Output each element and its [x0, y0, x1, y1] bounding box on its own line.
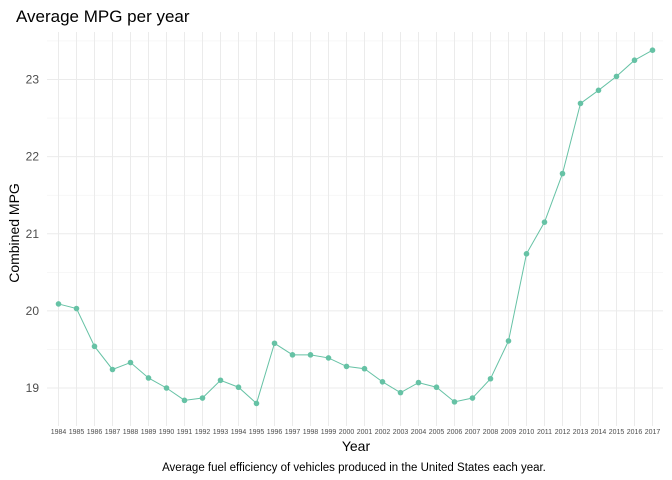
- data-point: [307, 352, 314, 358]
- data-point: [199, 395, 206, 401]
- data-points: [55, 47, 656, 407]
- data-point: [235, 384, 242, 391]
- data-point: [325, 355, 332, 361]
- x-tick-label: 2013: [573, 429, 589, 436]
- x-tick-label: 2012: [555, 429, 571, 436]
- chart-title: Average MPG per year: [16, 7, 190, 26]
- data-point: [343, 363, 350, 370]
- data-point: [289, 352, 296, 358]
- x-tick-label: 1996: [267, 429, 283, 436]
- y-tick-label: 20: [26, 304, 40, 318]
- data-point: [55, 301, 62, 307]
- x-tick-label: 2009: [501, 429, 517, 436]
- y-tick-label: 19: [26, 381, 40, 395]
- x-tick-label: 1999: [321, 429, 337, 436]
- grid-lines: [47, 32, 663, 426]
- data-point: [361, 365, 368, 372]
- data-point: [487, 375, 494, 382]
- x-tick-label: 1984: [51, 429, 67, 436]
- x-tick-label: 1993: [213, 429, 229, 436]
- x-tick-label: 2016: [627, 429, 643, 436]
- data-point: [451, 399, 458, 405]
- data-point: [379, 379, 386, 385]
- x-tick-label: 1985: [69, 429, 85, 436]
- x-tick-label: 2017: [645, 429, 661, 436]
- y-axis-title: Combined MPG: [6, 183, 22, 283]
- x-tick-label: 2011: [537, 429, 552, 436]
- data-point: [163, 385, 170, 391]
- series-line: [58, 49, 653, 405]
- data-point: [415, 379, 422, 386]
- data-point: [523, 251, 530, 257]
- y-tick-label: 23: [26, 73, 40, 87]
- x-tick-label: 2007: [465, 429, 481, 436]
- x-tick-label: 1987: [105, 429, 121, 436]
- x-tick-label: 2010: [519, 429, 535, 436]
- data-point: [127, 359, 134, 366]
- y-axis-ticks: 19 20 21 22 23: [26, 73, 40, 396]
- x-tick-label: 1989: [141, 429, 157, 436]
- data-point: [73, 305, 80, 312]
- data-point: [217, 377, 224, 384]
- x-tick-label: 2014: [591, 429, 607, 436]
- x-tick-label: 2015: [609, 429, 625, 436]
- data-point: [91, 343, 98, 350]
- x-tick-label: 2001: [357, 429, 373, 436]
- data-point: [145, 375, 152, 381]
- data-point: [433, 384, 440, 391]
- data-point: [271, 340, 278, 347]
- data-point: [397, 389, 404, 396]
- data-point: [505, 338, 512, 344]
- chart-caption: Average fuel efficiency of vehicles prod…: [162, 462, 546, 474]
- x-axis-ticks: 1984 1985 1986 1987 1988 1989 1990 1991 1992 1993…: [51, 429, 661, 436]
- x-tick-label: 1988: [123, 429, 139, 436]
- x-axis-title: Year: [342, 438, 371, 454]
- data-point: [109, 366, 116, 373]
- x-tick-label: 1991: [177, 429, 193, 436]
- y-tick-label: 22: [26, 150, 40, 164]
- x-tick-label: 2005: [429, 429, 445, 436]
- x-tick-label: 2006: [447, 429, 463, 436]
- x-tick-label: 2003: [393, 429, 409, 436]
- data-point: [469, 395, 476, 401]
- x-tick-label: 1997: [285, 429, 301, 436]
- x-tick-label: 2008: [483, 429, 499, 436]
- data-point: [181, 397, 188, 404]
- x-tick-label: 2002: [375, 429, 391, 436]
- x-tick-label: 1998: [303, 429, 319, 436]
- data-point: [541, 219, 548, 225]
- data-point: [253, 400, 260, 407]
- x-tick-label: 1995: [249, 429, 265, 436]
- x-tick-label: 2000: [339, 429, 355, 436]
- x-tick-label: 1992: [195, 429, 211, 436]
- x-tick-label: 1994: [231, 429, 247, 436]
- data-point: [559, 170, 566, 177]
- data-point: [631, 57, 638, 64]
- data-point: [577, 100, 584, 107]
- x-tick-label: 2004: [411, 429, 427, 436]
- data-point: [595, 87, 602, 94]
- x-tick-label: 1990: [159, 429, 175, 436]
- data-point: [649, 47, 656, 53]
- y-tick-label: 21: [26, 227, 40, 241]
- x-tick-label: 1986: [87, 429, 103, 436]
- data-point: [613, 73, 620, 80]
